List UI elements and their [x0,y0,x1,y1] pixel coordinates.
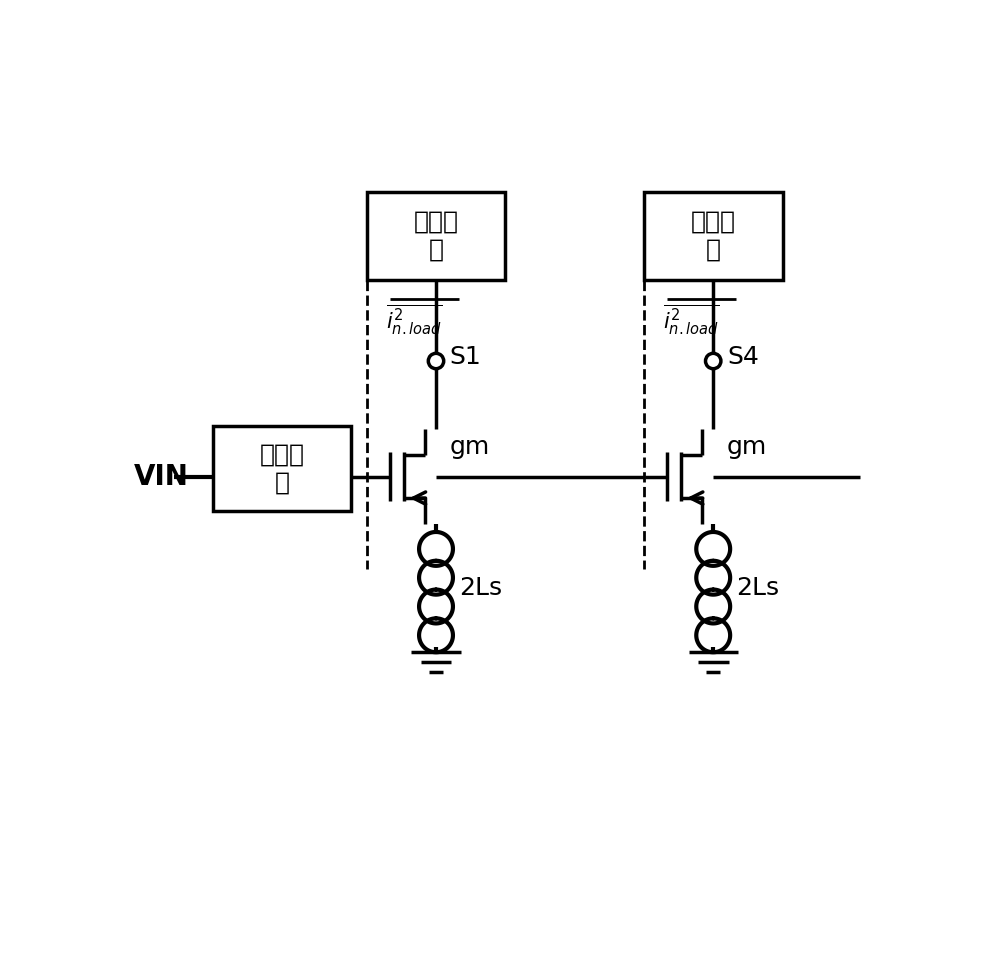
Text: 负载网
络: 负载网 络 [413,210,458,261]
Text: 2Ls: 2Ls [458,576,502,600]
Text: $\overline{i_{n.load}^{2}}$: $\overline{i_{n.load}^{2}}$ [385,303,442,339]
Text: S4: S4 [726,346,758,369]
Text: VIN: VIN [134,463,189,491]
Text: 匹配网
络: 匹配网 络 [259,443,304,495]
FancyBboxPatch shape [366,192,505,280]
FancyBboxPatch shape [213,427,351,511]
Text: 负载网
络: 负载网 络 [690,210,735,261]
Text: 2Ls: 2Ls [735,576,778,600]
Text: S1: S1 [449,346,481,369]
FancyBboxPatch shape [643,192,781,280]
Text: $\overline{i_{n.load}^{2}}$: $\overline{i_{n.load}^{2}}$ [663,303,719,339]
Text: gm: gm [726,436,766,459]
Text: gm: gm [449,436,489,459]
